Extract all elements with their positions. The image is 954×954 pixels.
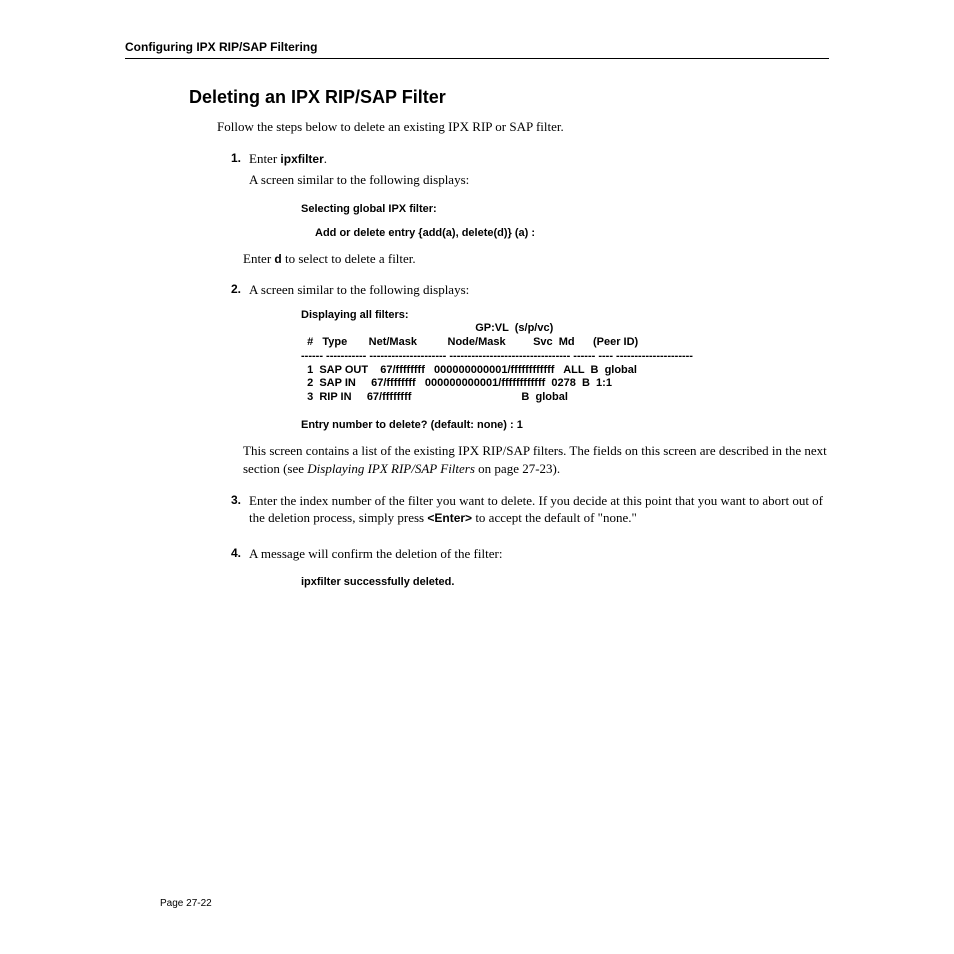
text: on page 27-23). [475, 461, 560, 476]
text: A screen similar to the following displa… [249, 281, 829, 299]
reference-italic: Displaying IPX RIP/SAP Filters [307, 461, 475, 476]
page-number: Page 27-22 [160, 898, 212, 909]
text: A screen similar to the following displa… [249, 171, 829, 189]
command-d: d [274, 252, 281, 266]
running-head: Configuring IPX RIP/SAP Filtering [125, 40, 829, 59]
page: Configuring IPX RIP/SAP Filtering Deleti… [0, 0, 954, 591]
table-header: # Type Net/Mask Node/Mask Svc Md (Peer I… [301, 336, 638, 348]
text: A message will confirm the deletion of t… [249, 545, 829, 563]
table-title: Displaying all filters: [301, 309, 409, 321]
console-output: ipxfilter successfully deleted. [301, 574, 829, 591]
text: to select to delete a filter. [282, 251, 416, 266]
text: . [324, 151, 327, 166]
table-row: 3 RIP IN 67/ffffffff B global [301, 391, 568, 403]
text: Enter [243, 251, 274, 266]
step-body: A message will confirm the deletion of t… [249, 545, 829, 567]
table-separator: ------ ----------- ---------------------… [301, 350, 693, 362]
step-number: 1. [217, 150, 249, 193]
step-1: 1. Enter ipxfilter. A screen similar to … [217, 150, 829, 193]
command-ipxfilter: ipxfilter [280, 152, 323, 166]
console-output: Add or delete entry {add(a), delete(d)} … [315, 225, 829, 242]
intro-paragraph: Follow the steps below to delete an exis… [217, 118, 829, 136]
body-text: This screen contains a list of the exist… [243, 442, 829, 477]
step-body: Enter ipxfilter. A screen similar to the… [249, 150, 829, 193]
command-enter: <Enter> [427, 511, 472, 525]
filter-table: Displaying all filters: GP:VL (s/p/vc) #… [301, 309, 829, 433]
section-title: Deleting an IPX RIP/SAP Filter [189, 87, 829, 108]
table-row: 2 SAP IN 67/ffffffff 000000000001/ffffff… [301, 377, 612, 389]
text: Enter [249, 151, 280, 166]
console-output: Selecting global IPX filter: [301, 201, 829, 218]
text: to accept the default of "none." [472, 510, 637, 525]
table-row: 1 SAP OUT 67/ffffffff 000000000001/fffff… [301, 364, 637, 376]
table-header: GP:VL (s/p/vc) [301, 322, 553, 334]
table-prompt: Entry number to delete? (default: none) … [301, 419, 523, 431]
step-number: 2. [217, 281, 249, 303]
step-body: A screen similar to the following displa… [249, 281, 829, 303]
step-4: 4. A message will confirm the deletion o… [217, 545, 829, 567]
step-number: 3. [217, 492, 249, 531]
step-2: 2. A screen similar to the following dis… [217, 281, 829, 303]
body-text: Enter d to select to delete a filter. [243, 250, 829, 268]
step-3: 3. Enter the index number of the filter … [217, 492, 829, 531]
step-number: 4. [217, 545, 249, 567]
step-body: Enter the index number of the filter you… [249, 492, 829, 531]
